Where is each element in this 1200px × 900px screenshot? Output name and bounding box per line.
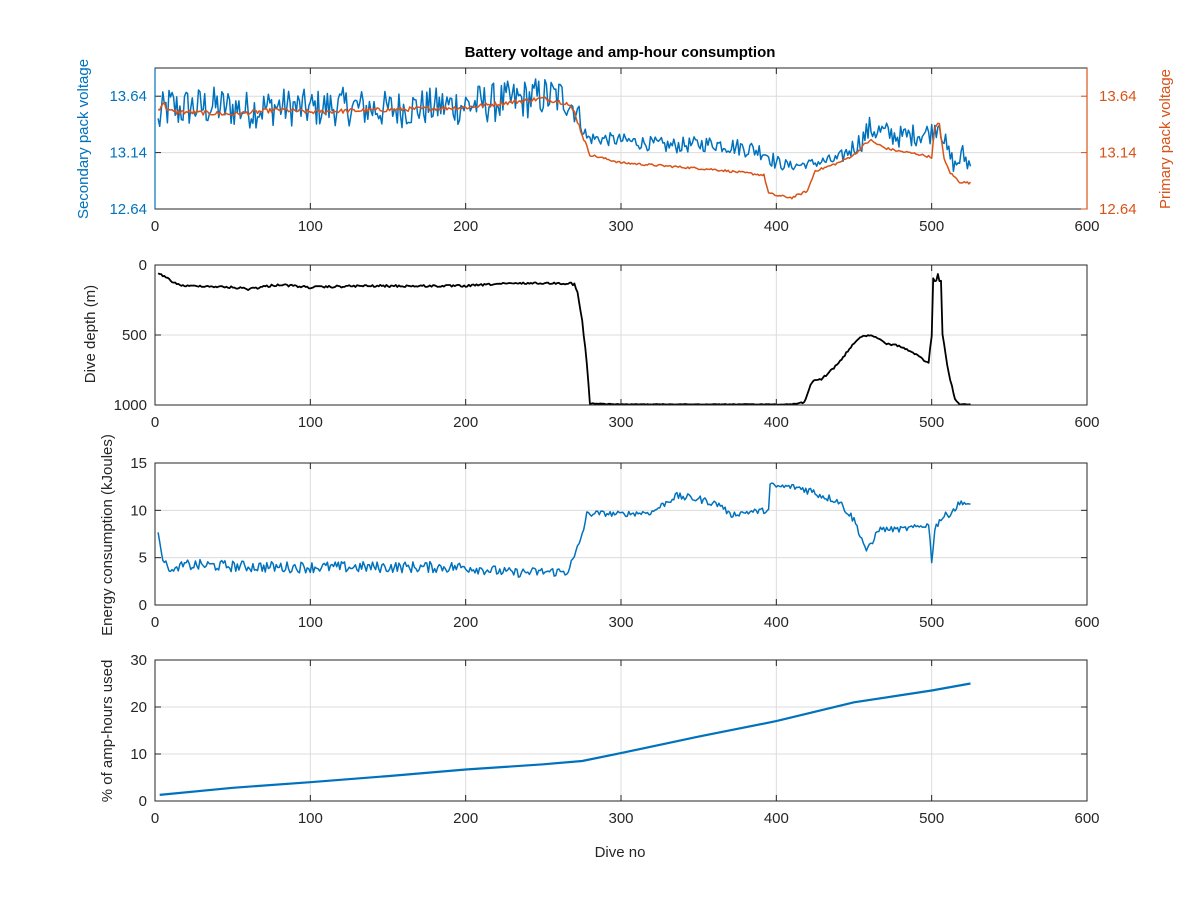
y2-tick-label: 12.64: [1099, 201, 1137, 218]
voltage-y2-label: Primary pack voltage: [1157, 69, 1174, 209]
x-tick-label: 500: [919, 810, 944, 827]
voltage-y-label: Secondary pack voltage: [75, 59, 92, 219]
y-tick-label: 15: [130, 455, 147, 472]
x-tick-label: 600: [1074, 218, 1099, 235]
chart-title: Battery voltage and amp-hour consumption: [465, 44, 776, 61]
amp-hours-panel: 0 100 200 300 400 500 600 0 10 20 30: [130, 652, 1099, 827]
x-tick-label: 300: [608, 414, 633, 431]
x-tick-label: 200: [453, 614, 478, 631]
y2-tick-label: 13.14: [1099, 145, 1137, 162]
y-tick-label: 10: [130, 502, 147, 519]
x-tick-label: 100: [298, 218, 323, 235]
y-tick-label: 0: [139, 793, 147, 810]
y-tick-label: 12.64: [109, 201, 147, 218]
x-tick-label: 500: [919, 614, 944, 631]
amp-hours-y-label: % of amp-hours used: [99, 660, 116, 803]
y-tick-label: 5: [139, 550, 147, 567]
primary-voltage-line: [157, 96, 972, 200]
x-axis-label: Dive no: [595, 844, 646, 861]
x-tick-label: 600: [1074, 414, 1099, 431]
energy-line: [157, 482, 971, 578]
y2-tick-label: 13.64: [1099, 88, 1137, 105]
y-tick-label: 1000: [114, 397, 147, 414]
y-tick-label: 13.14: [109, 145, 147, 162]
secondary-voltage-line: [157, 78, 972, 173]
x-tick-label: 0: [151, 218, 159, 235]
x-tick-label: 100: [298, 614, 323, 631]
y-tick-label: 10: [130, 746, 147, 763]
x-tick-label: 500: [919, 414, 944, 431]
voltage-panel: 0 100 200 300 400 500 60012.6413.1413.6412.641…: [109, 67, 1137, 235]
x-tick-label: 200: [453, 414, 478, 431]
x-tick-label: 200: [453, 810, 478, 827]
x-tick-label: 300: [608, 218, 633, 235]
x-tick-label: 400: [764, 810, 789, 827]
energy-panel: 0 100 200 300 400 500 600 0 5 10 15: [130, 455, 1099, 631]
y-tick-label: 30: [130, 652, 147, 669]
energy-y-label: Energy consumption (kJoules): [99, 434, 116, 636]
x-tick-label: 0: [151, 810, 159, 827]
x-tick-label: 100: [298, 414, 323, 431]
x-tick-label: 400: [764, 414, 789, 431]
y-tick-label: 13.64: [109, 88, 147, 105]
x-tick-label: 300: [608, 810, 633, 827]
y-tick-label: 20: [130, 699, 147, 716]
y-tick-label: 0: [139, 257, 147, 274]
y-tick-label: 500: [122, 327, 147, 344]
x-tick-label: 200: [453, 218, 478, 235]
x-tick-label: 500: [919, 218, 944, 235]
depth-y-label: Dive depth (m): [82, 285, 99, 383]
depth-panel: 0 100 200 300 400 500 600 0 500 1000: [114, 257, 1100, 431]
x-tick-label: 0: [151, 414, 159, 431]
amp-hours-line: [159, 682, 971, 796]
x-tick-label: 400: [764, 218, 789, 235]
y-tick-label: 0: [139, 597, 147, 614]
x-tick-label: 600: [1074, 810, 1099, 827]
x-tick-label: 300: [608, 614, 633, 631]
x-tick-label: 600: [1074, 614, 1099, 631]
x-tick-label: 100: [298, 810, 323, 827]
x-tick-label: 0: [151, 614, 159, 631]
dive-depth-line: [157, 272, 971, 406]
x-tick-label: 400: [764, 614, 789, 631]
